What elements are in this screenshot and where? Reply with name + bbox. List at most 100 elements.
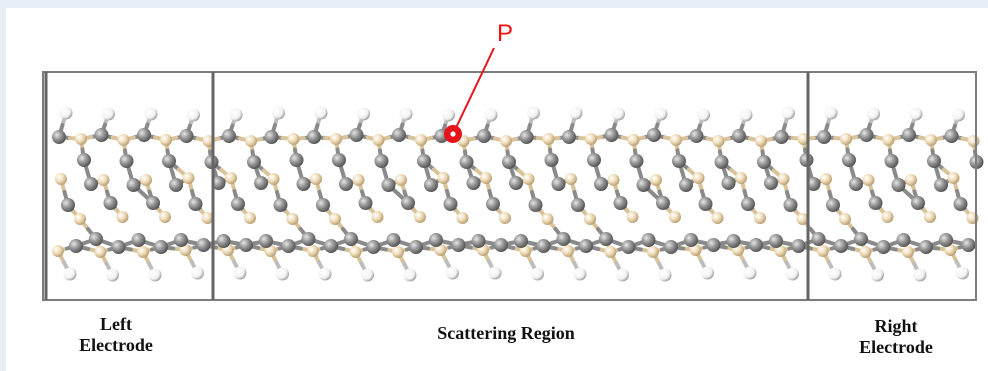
carbon-atom <box>604 128 619 142</box>
silicon-atom <box>565 173 577 185</box>
carbon-atom <box>891 178 906 192</box>
carbon-atom <box>459 155 474 169</box>
carbon-atom <box>254 176 268 190</box>
silicon-atom <box>562 245 574 257</box>
hydrogen-atom <box>399 107 413 121</box>
carbon-atom <box>131 233 146 247</box>
carbon-atom <box>52 130 66 144</box>
carbon-atom <box>301 232 316 246</box>
carbon-atom <box>77 153 91 167</box>
carbon-atom <box>764 176 778 190</box>
carbon-atom <box>239 238 253 252</box>
carbon-atom <box>684 233 698 247</box>
hydrogen-atom <box>276 267 289 281</box>
carbon-atom <box>749 238 763 252</box>
left-electrode-label: Left Electrode <box>56 314 176 356</box>
carbon-atom <box>119 154 134 168</box>
hydrogen-atom <box>569 106 583 120</box>
carbon-atom <box>859 128 874 142</box>
hydrogen-atom <box>701 266 714 280</box>
silicon-atom <box>414 211 426 223</box>
silicon-atom <box>689 244 702 256</box>
silicon-atom <box>349 246 362 258</box>
carbon-atom <box>741 197 755 211</box>
silicon-atom <box>924 211 936 223</box>
carbon-atom <box>556 232 571 246</box>
silicon-atom <box>967 135 980 147</box>
silicon-atom <box>859 246 872 258</box>
silicon-atom <box>307 245 319 257</box>
silicon-atom <box>712 135 725 147</box>
carbon-atom <box>939 233 953 247</box>
carbon-atom <box>486 197 500 211</box>
carbon-atom <box>296 177 311 191</box>
silicon-atom <box>796 213 809 225</box>
carbon-atom <box>259 234 273 248</box>
carbon-atom <box>629 154 644 168</box>
carbon-atom <box>451 238 466 252</box>
silicon-atom <box>94 246 107 258</box>
hydrogen-atom <box>739 108 753 122</box>
carbon-atom <box>514 234 528 248</box>
carbon-atom <box>613 196 628 210</box>
carbon-atom <box>842 153 856 167</box>
left-electrode-label-line2: Electrode <box>79 335 153 355</box>
silicon-atom <box>947 172 960 184</box>
carbon-atom <box>84 177 98 191</box>
carbon-atom <box>289 153 304 167</box>
carbon-atom <box>868 196 883 210</box>
silicon-atom <box>735 172 747 184</box>
hydrogen-atom <box>782 106 795 120</box>
silicon-atom <box>627 134 640 146</box>
carbon-atom <box>664 240 678 254</box>
silicon-atom <box>647 246 659 258</box>
carbon-atom <box>896 233 911 247</box>
hydrogen-atom <box>658 268 672 282</box>
hydrogen-atom <box>697 108 710 122</box>
carbon-atom <box>94 128 109 142</box>
carbon-atom <box>689 129 704 143</box>
hydrogen-atom <box>59 106 73 120</box>
carbon-atom <box>934 178 948 192</box>
carbon-atom <box>196 238 211 252</box>
carbon-atom <box>477 129 491 143</box>
hydrogen-atom <box>573 267 587 281</box>
silicon-atom <box>626 211 639 223</box>
carbon-atom <box>902 128 916 142</box>
carbon-atom <box>817 130 831 144</box>
hydrogen-atom <box>871 268 884 282</box>
carbon-atom <box>721 176 736 190</box>
silicon-atom <box>817 245 829 257</box>
carbon-atom <box>494 238 508 252</box>
silicon-atom <box>541 213 554 225</box>
right-electrode-label: Right Electrode <box>836 316 956 358</box>
carbon-atom <box>307 130 321 144</box>
carbon-atom <box>162 154 176 168</box>
silicon-atom <box>160 134 172 146</box>
hydrogen-atom <box>909 107 923 121</box>
carbon-atom <box>366 240 381 254</box>
carbon-atom <box>706 238 721 252</box>
carbon-atom <box>726 234 741 248</box>
carbon-atom <box>273 198 288 212</box>
carbon-atom <box>944 129 959 143</box>
silicon-atom <box>97 174 110 186</box>
silicon-atom <box>882 134 895 146</box>
silicon-atom <box>754 212 766 224</box>
hydrogen-atom <box>144 107 158 121</box>
carbon-atom <box>154 240 168 254</box>
carbon-atom <box>146 196 160 210</box>
hydrogen-atom <box>786 267 799 281</box>
carbon-atom <box>231 197 245 211</box>
silicon-atom <box>862 174 875 186</box>
silicon-atom <box>182 172 195 184</box>
supercell-frame <box>42 71 977 301</box>
silicon-atom <box>245 135 257 147</box>
silicon-atom <box>137 246 149 258</box>
carbon-atom <box>349 128 364 142</box>
silicon-atom <box>264 245 277 257</box>
silicon-atom <box>437 172 450 184</box>
silicon-atom <box>179 244 192 256</box>
hydrogen-atom <box>867 107 880 121</box>
carbon-atom <box>179 129 194 143</box>
